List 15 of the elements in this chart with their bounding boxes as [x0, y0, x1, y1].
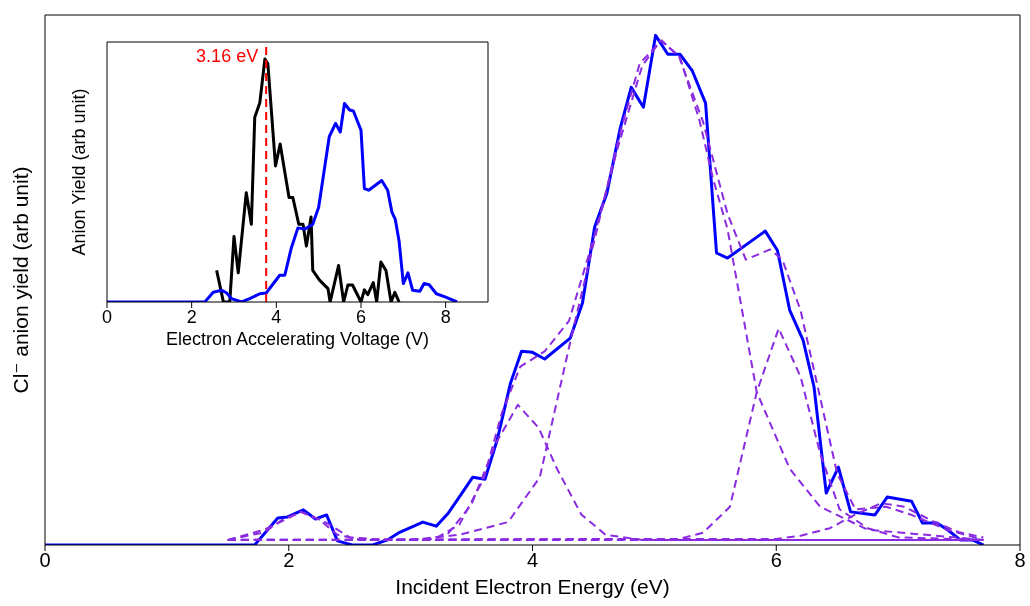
ref-line-label: 3.16 eV: [196, 46, 259, 66]
x-tick-label: 4: [526, 549, 539, 572]
x-tick-label: 4: [271, 306, 282, 327]
x-tick-label: 8: [1014, 549, 1026, 572]
x-tick-label: 2: [186, 306, 197, 327]
y-axis-title: Anion Yield (arb unit): [68, 88, 89, 256]
x-tick-label: 8: [440, 306, 451, 327]
x-axis-title: Incident Electron Energy (eV): [395, 575, 670, 598]
x-tick-label: 2: [283, 549, 295, 572]
y-axis-title: Cl⁻ anion yield (arb unit): [8, 166, 32, 394]
x-tick-label: 6: [355, 306, 367, 327]
x-tick-label: 0: [39, 549, 51, 572]
x-axis-title: Electron Accelerating Voltage (V): [165, 329, 430, 349]
x-tick-label: 6: [770, 549, 782, 572]
x-tick-label: 0: [101, 306, 113, 327]
